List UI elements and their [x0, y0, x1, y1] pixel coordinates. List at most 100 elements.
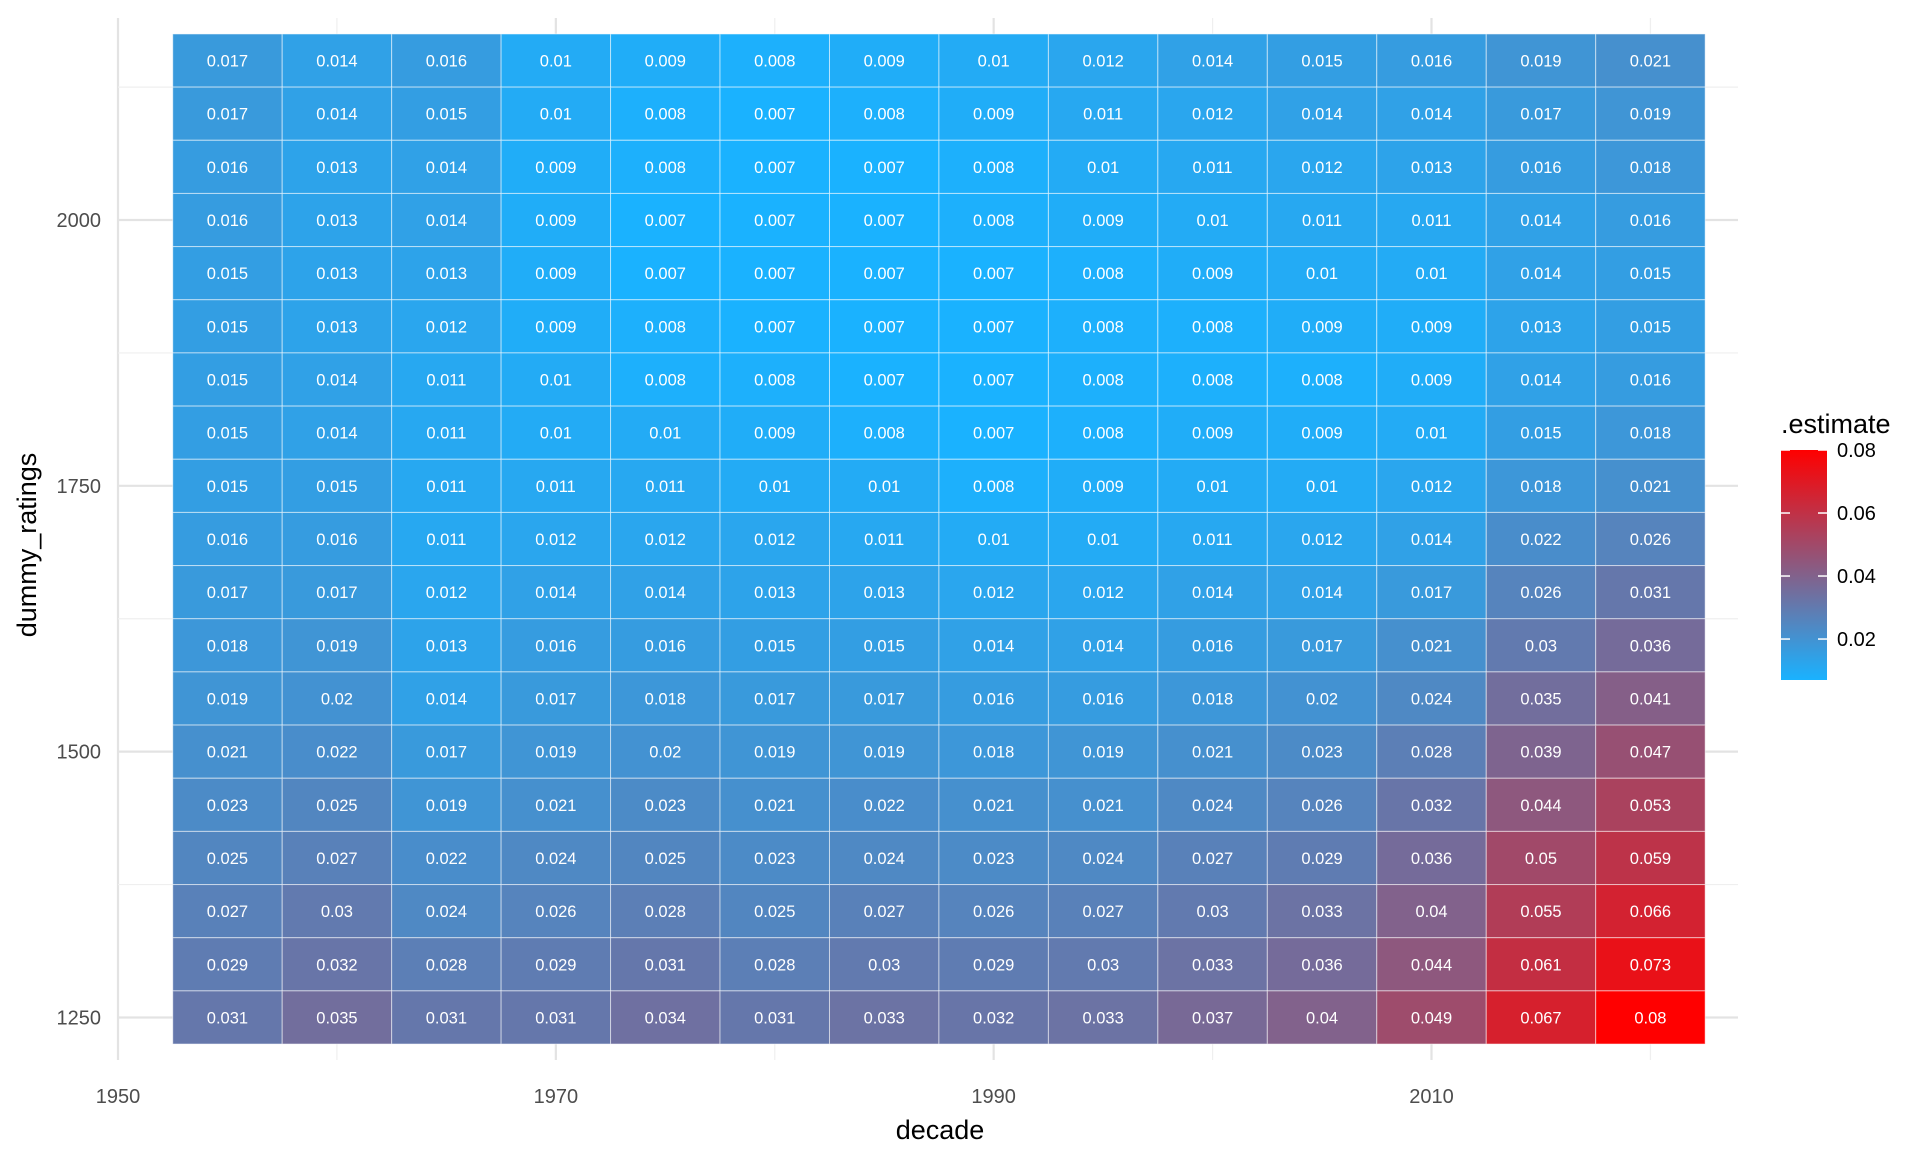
heatmap-cell [172, 884, 283, 939]
cell-value-label: 0.029 [973, 956, 1014, 974]
cell-value-label: 0.01 [1197, 478, 1229, 496]
cell-value-label: 0.016 [535, 637, 576, 655]
cell-value-label: 0.009 [1192, 265, 1233, 283]
heatmap-cell [391, 671, 502, 726]
cell-value-label: 0.008 [973, 212, 1014, 230]
heatmap-cell [281, 86, 393, 141]
heatmap-cell [828, 724, 940, 779]
cell-value-label: 0.01 [540, 372, 572, 390]
cell-value-label: 0.03 [1525, 637, 1557, 655]
heatmap-cell [1485, 33, 1597, 88]
cell-value-label: 0.014 [1520, 372, 1561, 390]
heatmap-cell [172, 724, 283, 779]
cell-value-label: 0.023 [973, 850, 1014, 868]
cell-value-label: 0.033 [1082, 1009, 1123, 1027]
cell-value-label: 0.013 [316, 159, 357, 177]
cell-value-label: 0.008 [1082, 265, 1123, 283]
cell-value-label: 0.008 [864, 106, 905, 124]
legend-tick-label: 0.02 [1837, 629, 1876, 651]
cell-value-label: 0.028 [645, 903, 686, 921]
cell-value-label: 0.013 [316, 318, 357, 336]
cell-value-label: 0.007 [754, 106, 795, 124]
cell-value-label: 0.017 [754, 690, 795, 708]
heatmap-cell [719, 33, 830, 88]
cell-value-label: 0.015 [754, 637, 795, 655]
cell-label-layer: 0.017 0.014 0.016 0.01 0.009 0.008 0.009 0.01 0.… [207, 53, 1671, 1028]
cell-value-label: 0.023 [1301, 744, 1342, 762]
cell-value-label: 0.025 [316, 797, 357, 815]
cell-value-label: 0.019 [207, 690, 248, 708]
y-tick-label: 2000 [57, 210, 102, 232]
heatmap-cell [391, 884, 502, 939]
cell-value-label: 0.028 [1411, 744, 1452, 762]
cell-value-label: 0.012 [973, 584, 1014, 602]
heatmap-cell [172, 937, 283, 992]
heatmap-cell [172, 458, 283, 513]
cell-value-label: 0.008 [1082, 372, 1123, 390]
cell-value-label: 0.01 [978, 53, 1010, 71]
cell-value-label: 0.009 [645, 53, 686, 71]
heatmap-cell [1376, 139, 1487, 194]
cell-value-label: 0.024 [1082, 850, 1123, 868]
heatmap-cell [610, 830, 721, 886]
cell-value-label: 0.009 [535, 212, 576, 230]
cell-value-label: 0.007 [645, 265, 686, 283]
heatmap-cell [938, 299, 1049, 354]
heatmap-cell [938, 405, 1049, 460]
cell-value-label: 0.008 [1192, 372, 1233, 390]
cell-value-label: 0.04 [1415, 903, 1447, 921]
heatmap-cell [1595, 671, 1706, 726]
heatmap-cell [1047, 33, 1159, 88]
cell-value-label: 0.015 [207, 318, 248, 336]
cell-value-label: 0.014 [1411, 106, 1452, 124]
cell-value-label: 0.011 [1083, 106, 1123, 124]
cell-value-label: 0.066 [1630, 903, 1671, 921]
cell-value-label: 0.007 [973, 265, 1014, 283]
cell-value-label: 0.007 [864, 318, 905, 336]
heatmap-cell [610, 511, 721, 567]
legend-title: .estimate [1781, 409, 1891, 439]
heatmap-cell [281, 192, 393, 248]
heatmap-cell [719, 937, 830, 992]
cell-value-label: 0.007 [864, 212, 905, 230]
cell-value-label: 0.044 [1520, 797, 1561, 815]
heatmap-cell [1376, 884, 1487, 939]
cell-value-label: 0.03 [868, 956, 900, 974]
heatmap-cell [1376, 937, 1487, 992]
cell-value-label: 0.031 [645, 956, 686, 974]
heatmap-cell [1266, 618, 1378, 673]
cell-value-label: 0.014 [426, 159, 467, 177]
cell-value-label: 0.08 [1634, 1009, 1666, 1027]
heatmap-cell [1595, 830, 1706, 886]
heatmap-cell [172, 671, 283, 726]
axis-layer: decade dummy_ratings 1950 1970 1990 2010 125… [12, 210, 1454, 1145]
heatmap-cell [610, 246, 721, 301]
x-tick-label: 1950 [96, 1086, 141, 1108]
heatmap-cell [1047, 565, 1159, 620]
cell-value-label: 0.029 [207, 956, 248, 974]
heatmap-cell [1595, 86, 1706, 141]
heatmap-cell [610, 565, 721, 620]
cell-value-label: 0.01 [1415, 265, 1447, 283]
cell-value-label: 0.008 [645, 159, 686, 177]
heatmap-cell [1266, 192, 1378, 248]
cell-value-label: 0.009 [535, 318, 576, 336]
heatmap-cell [172, 565, 283, 620]
cell-value-label: 0.041 [1630, 690, 1671, 708]
cell-value-label: 0.01 [540, 53, 572, 71]
y-tick-label: 1750 [57, 476, 102, 498]
heatmap-cell [391, 618, 502, 673]
cell-value-label: 0.01 [978, 531, 1010, 549]
cell-value-label: 0.025 [754, 903, 795, 921]
cell-value-label: 0.029 [1301, 850, 1342, 868]
heatmap-cell [828, 884, 940, 939]
cell-value-label: 0.017 [1301, 637, 1342, 655]
cell-value-label: 0.024 [426, 903, 467, 921]
cell-value-label: 0.021 [973, 797, 1014, 815]
cell-value-label: 0.032 [316, 956, 357, 974]
heatmap-cell [1485, 352, 1597, 407]
heatmap-cell [172, 777, 283, 832]
heatmap-cell [1595, 299, 1706, 354]
